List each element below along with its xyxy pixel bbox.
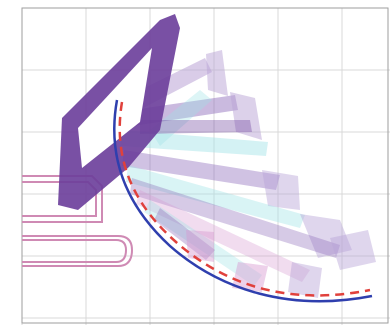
arm-pose (262, 170, 300, 210)
arm-pose (186, 230, 214, 262)
arm-pose (288, 262, 322, 298)
